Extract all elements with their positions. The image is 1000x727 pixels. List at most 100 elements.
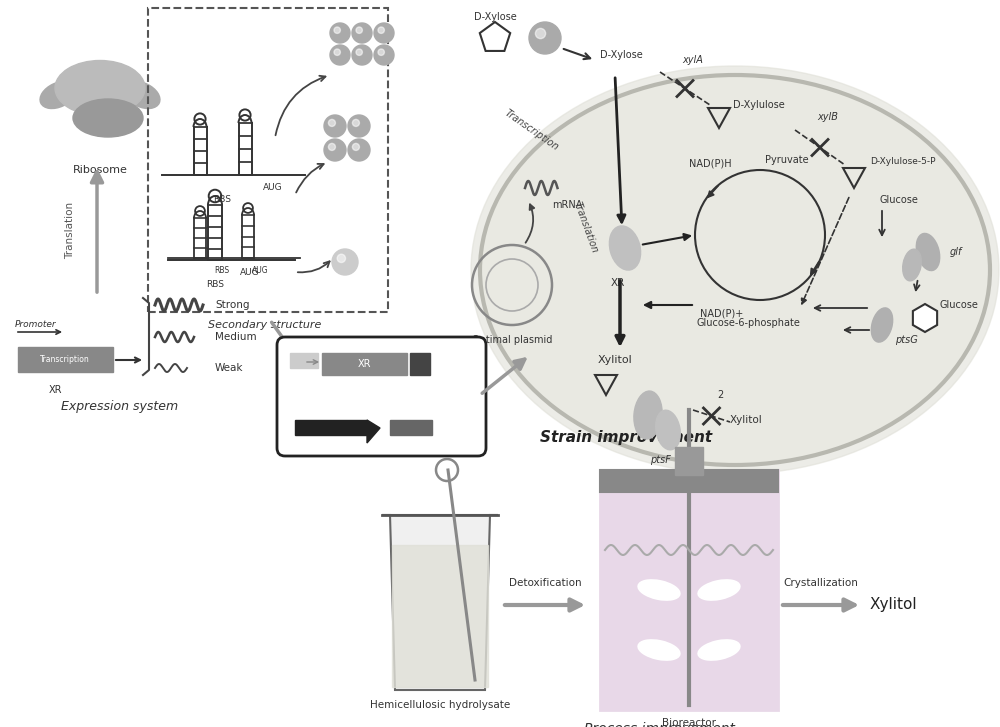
Ellipse shape xyxy=(903,249,921,281)
Circle shape xyxy=(337,254,346,262)
Text: RBS: RBS xyxy=(214,266,230,275)
Text: Ribosome: Ribosome xyxy=(73,165,127,175)
Text: AUG: AUG xyxy=(240,268,260,277)
Text: XR: XR xyxy=(48,385,62,395)
Text: xylA: xylA xyxy=(683,55,703,65)
Circle shape xyxy=(328,143,335,150)
Text: Process improvement: Process improvement xyxy=(584,722,736,727)
Text: Vector: Vector xyxy=(364,415,398,425)
Ellipse shape xyxy=(471,66,999,474)
Text: ptsG: ptsG xyxy=(895,335,918,345)
Circle shape xyxy=(356,27,362,33)
Bar xyxy=(675,447,703,475)
Circle shape xyxy=(348,139,370,161)
Text: Optimal plasmid: Optimal plasmid xyxy=(472,335,552,345)
Ellipse shape xyxy=(73,99,143,137)
Text: Terminator: Terminator xyxy=(435,355,476,364)
Circle shape xyxy=(330,23,350,43)
Circle shape xyxy=(529,22,561,54)
Circle shape xyxy=(332,249,358,275)
Ellipse shape xyxy=(638,640,680,660)
Text: Strain improvement: Strain improvement xyxy=(540,430,712,445)
Bar xyxy=(18,347,113,372)
Bar xyxy=(600,470,778,492)
Bar xyxy=(322,353,407,375)
Text: Transcription: Transcription xyxy=(503,108,561,152)
Text: D-Xylose: D-Xylose xyxy=(600,50,643,60)
Text: AUG: AUG xyxy=(263,183,283,192)
Text: NAD(P)+: NAD(P)+ xyxy=(700,308,743,318)
Ellipse shape xyxy=(698,640,740,660)
Polygon shape xyxy=(392,545,488,687)
Circle shape xyxy=(328,119,335,126)
Text: RBS: RBS xyxy=(206,280,224,289)
Text: Pyruvate: Pyruvate xyxy=(765,155,809,165)
Polygon shape xyxy=(382,515,498,690)
Bar xyxy=(390,420,432,435)
Text: Transcription: Transcription xyxy=(40,356,90,364)
Ellipse shape xyxy=(871,308,893,342)
FancyBboxPatch shape xyxy=(277,337,486,456)
Text: Ptrc: Ptrc xyxy=(296,340,314,350)
Circle shape xyxy=(378,49,384,55)
Bar xyxy=(410,353,430,375)
Text: Translation: Translation xyxy=(65,201,75,259)
Circle shape xyxy=(374,45,394,65)
Text: Crystallization: Crystallization xyxy=(784,578,858,588)
Text: Amp: Amp xyxy=(320,445,340,454)
Polygon shape xyxy=(913,304,937,332)
Text: Xylitol: Xylitol xyxy=(730,415,763,425)
Ellipse shape xyxy=(480,75,990,465)
Text: Hemicellulosic hydrolysate: Hemicellulosic hydrolysate xyxy=(370,700,510,710)
Text: Secondary structure: Secondary structure xyxy=(208,320,322,330)
Text: ori: ori xyxy=(406,445,416,454)
Text: Medium: Medium xyxy=(215,332,257,342)
Text: Promoter: Promoter xyxy=(15,320,57,329)
Text: XR: XR xyxy=(357,359,371,369)
Polygon shape xyxy=(367,420,380,443)
Text: Xylitol: Xylitol xyxy=(870,598,918,613)
Bar xyxy=(290,353,318,368)
Bar xyxy=(295,420,367,435)
Text: Translation: Translation xyxy=(572,200,600,254)
Text: Bioreactor: Bioreactor xyxy=(662,718,716,727)
Circle shape xyxy=(378,27,384,33)
Ellipse shape xyxy=(698,580,740,600)
Text: AUG: AUG xyxy=(252,266,269,275)
Circle shape xyxy=(330,45,350,65)
Circle shape xyxy=(352,143,359,150)
Circle shape xyxy=(356,49,362,55)
Circle shape xyxy=(352,23,372,43)
Text: D-Xylulose-5-P: D-Xylulose-5-P xyxy=(870,158,936,166)
Circle shape xyxy=(334,27,340,33)
Ellipse shape xyxy=(609,226,641,270)
Ellipse shape xyxy=(916,233,940,270)
Circle shape xyxy=(535,28,546,39)
Circle shape xyxy=(374,23,394,43)
Text: glf: glf xyxy=(950,247,962,257)
Text: Glucose: Glucose xyxy=(940,300,979,310)
Ellipse shape xyxy=(656,410,680,450)
Polygon shape xyxy=(480,22,510,51)
Text: D-Xylulose: D-Xylulose xyxy=(733,100,785,110)
Text: Glucose-6-phosphate: Glucose-6-phosphate xyxy=(696,318,800,328)
Text: ptsF: ptsF xyxy=(650,455,670,465)
Text: Detoxification: Detoxification xyxy=(509,578,581,588)
Ellipse shape xyxy=(40,81,76,108)
Ellipse shape xyxy=(634,391,662,439)
Text: xylB: xylB xyxy=(818,112,838,122)
Text: mRNA: mRNA xyxy=(552,200,582,210)
Text: Strong: Strong xyxy=(215,300,250,310)
Circle shape xyxy=(324,115,346,137)
Circle shape xyxy=(348,115,370,137)
Ellipse shape xyxy=(124,81,160,108)
Circle shape xyxy=(352,119,359,126)
Text: Weak: Weak xyxy=(215,363,244,373)
Text: Expression system: Expression system xyxy=(61,400,179,413)
Text: XR: XR xyxy=(611,278,625,288)
Text: 2: 2 xyxy=(717,390,723,400)
Text: Glucose: Glucose xyxy=(880,195,919,205)
Text: NAD(P)H: NAD(P)H xyxy=(689,158,731,168)
Text: D-Xylose: D-Xylose xyxy=(474,12,516,22)
Circle shape xyxy=(324,139,346,161)
